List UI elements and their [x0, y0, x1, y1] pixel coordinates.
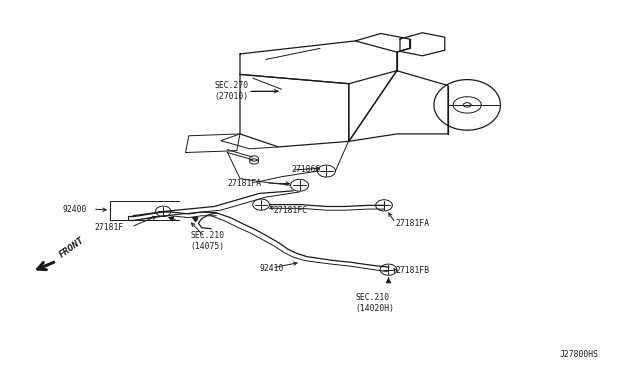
Text: 27181FC: 27181FC	[274, 206, 308, 215]
Text: 27181FA: 27181FA	[396, 219, 429, 228]
Text: 92400: 92400	[63, 205, 87, 214]
Text: FRONT: FRONT	[58, 235, 86, 259]
Text: SEC.210
(14075): SEC.210 (14075)	[191, 231, 225, 251]
Text: J27800HS: J27800HS	[560, 350, 599, 359]
Text: 92410: 92410	[259, 264, 284, 273]
Text: 27186G: 27186G	[291, 165, 321, 174]
Text: 27181F: 27181F	[95, 223, 124, 232]
Text: 27181FA: 27181FA	[227, 179, 261, 187]
Text: SEC.210
(14020H): SEC.210 (14020H)	[355, 293, 394, 313]
Text: 27181FB: 27181FB	[396, 266, 429, 275]
Text: SEC.270
(27010): SEC.270 (27010)	[214, 81, 248, 101]
